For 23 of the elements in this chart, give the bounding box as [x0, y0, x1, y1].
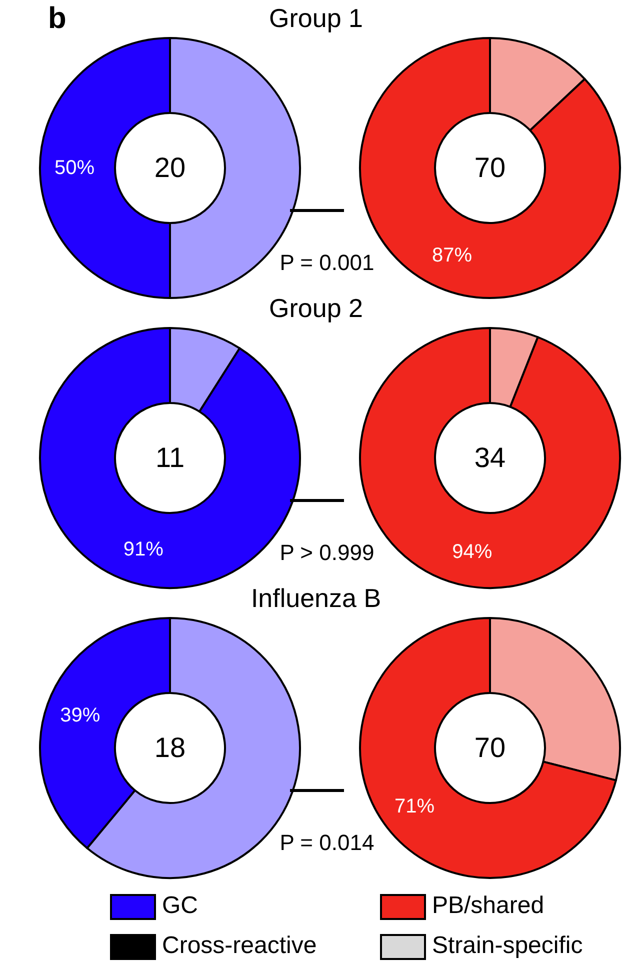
text: 70 [474, 732, 506, 764]
text: b [48, 2, 66, 36]
data-label: 94% [452, 540, 492, 563]
data-label: 71% [394, 796, 435, 818]
text: 11 [155, 442, 185, 474]
text: P = 0.014 [280, 830, 374, 856]
chart-title: Group 1 [269, 3, 363, 34]
text: 34 [474, 442, 506, 474]
text: P = 0.001 [280, 250, 374, 276]
text: 18 [154, 732, 186, 764]
data-label: 50% [54, 157, 95, 179]
category-label: Strain-specific [432, 932, 583, 960]
chart-title: Influenza B [250, 583, 382, 614]
data-label: 39% [60, 704, 100, 727]
category-label: Cross-reactive [162, 932, 317, 960]
text: 70 [474, 152, 506, 184]
category-label: GC [162, 892, 198, 920]
data-label: 87% [432, 244, 472, 267]
category-label: PB/shared [432, 892, 544, 920]
text: 20 [154, 152, 186, 184]
chart-title: Group 2 [269, 293, 363, 324]
data-label: 91% [123, 538, 164, 561]
text: P > 0.999 [280, 540, 374, 566]
